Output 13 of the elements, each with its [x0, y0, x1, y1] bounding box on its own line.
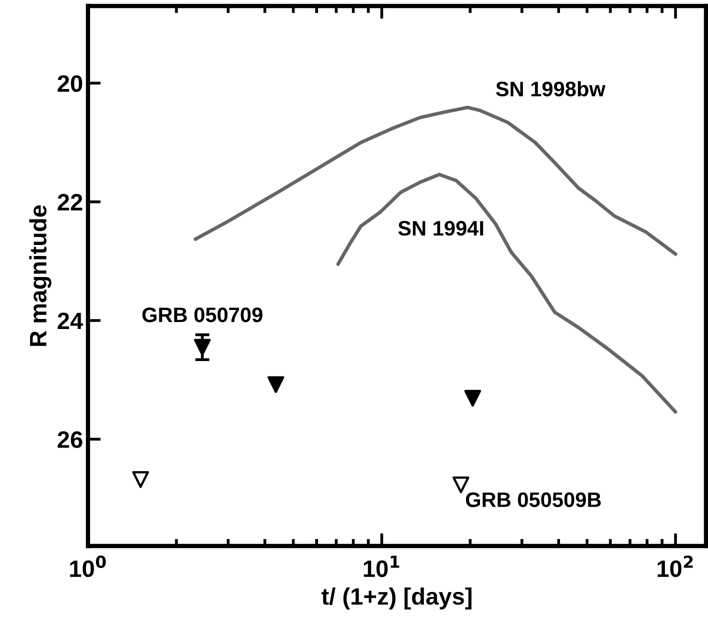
x-tick-label: 10$^{2}$ [658, 556, 693, 578]
y-tick-label: 22 [58, 194, 82, 210]
series-label: SN 1998bw [496, 81, 606, 96]
series-label: SN 1994I [398, 220, 484, 236]
y-tick-label: 24 [58, 312, 84, 330]
y-tick-label: 26 [58, 431, 82, 448]
x-tick-label: 10$^{1}$ [364, 556, 400, 578]
y-axis-title: R magnitude [29, 205, 52, 346]
x-axis-title: t/ (1+z) [days] [322, 587, 472, 610]
y-tick-label: 20 [58, 75, 82, 92]
series-label: GRB 050709 [142, 307, 262, 322]
series-label: GRB 050509B [466, 492, 601, 508]
x-tick-label: 10$^{0}$ [70, 556, 106, 578]
